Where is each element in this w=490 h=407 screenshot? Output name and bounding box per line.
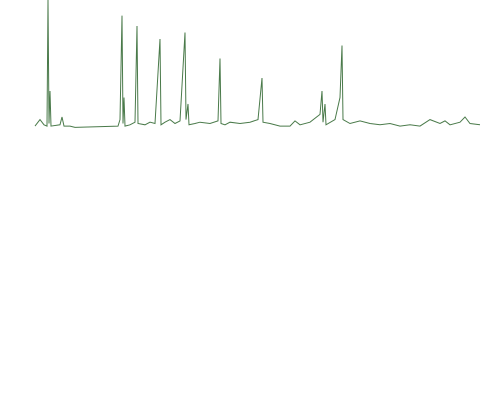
spectrum-line xyxy=(34,0,481,128)
